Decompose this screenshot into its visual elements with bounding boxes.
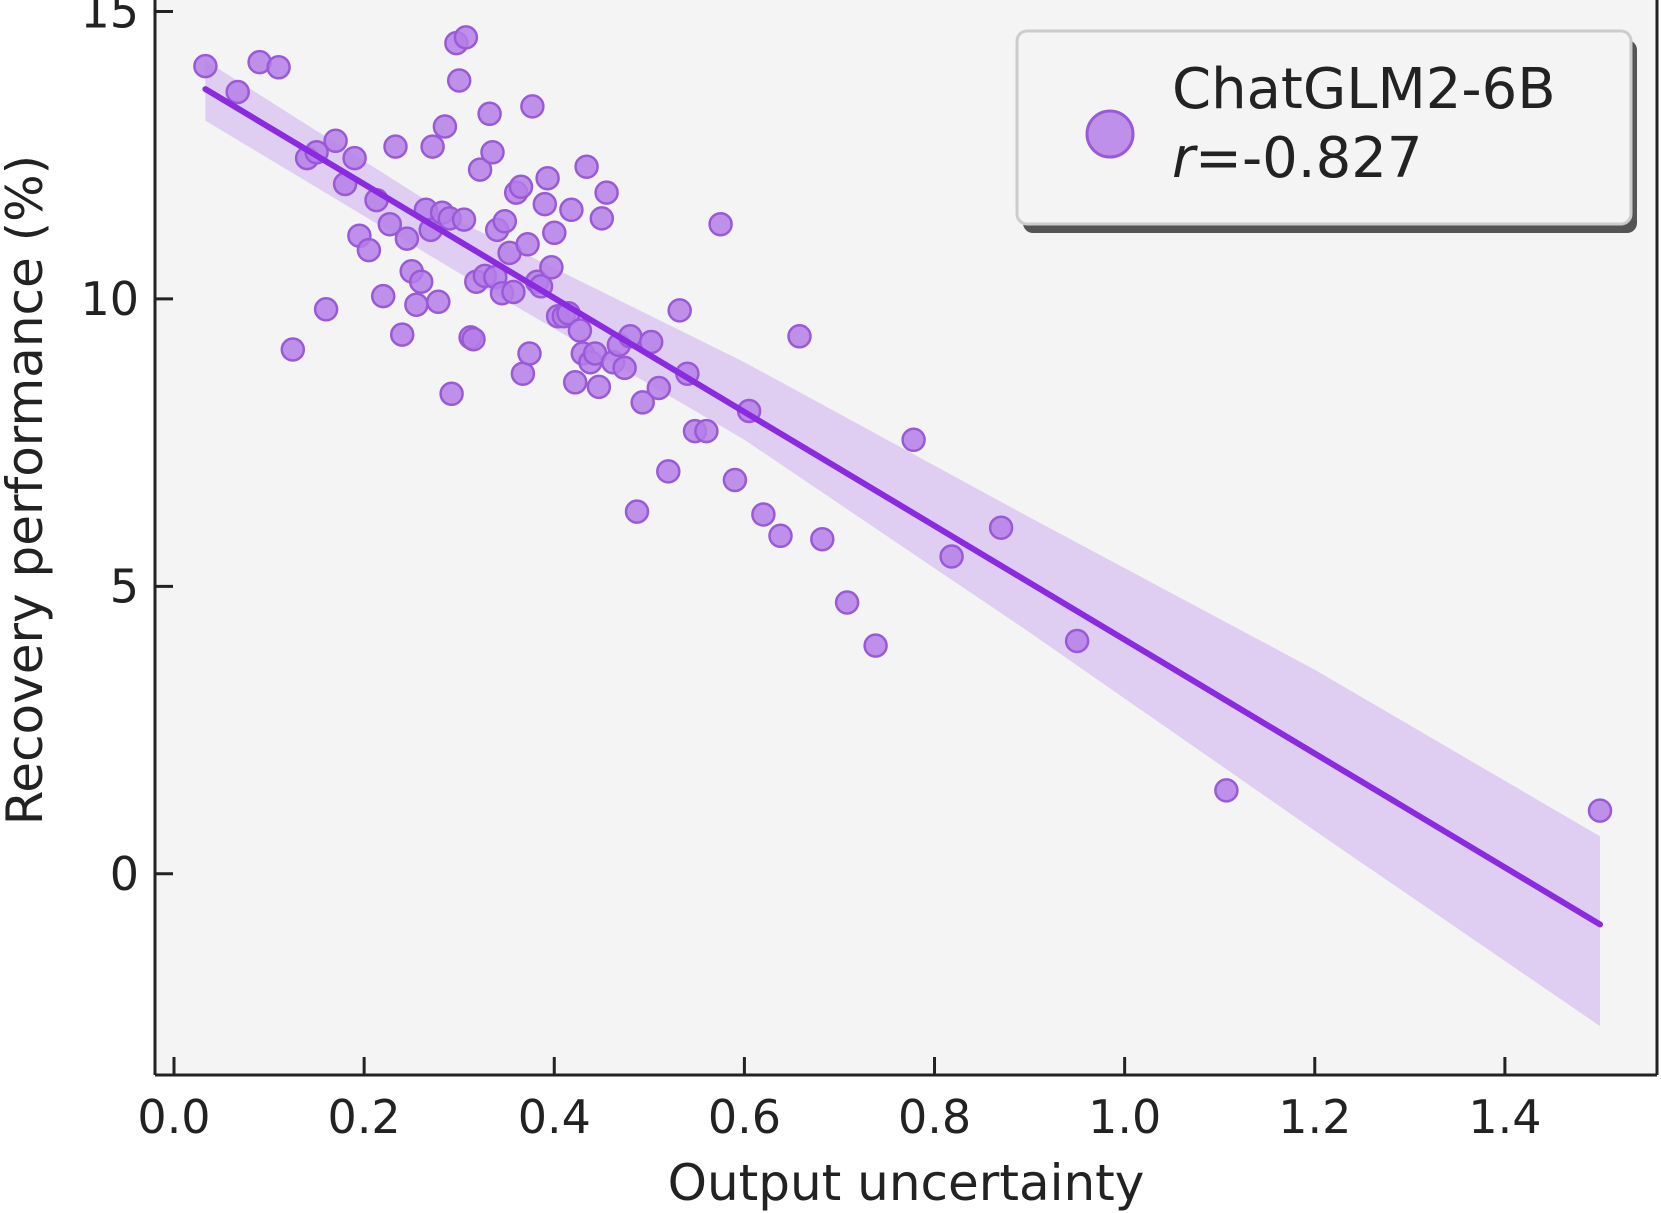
data-point [492, 209, 518, 234]
data-point [394, 226, 420, 251]
y-tick-label: 15 [80, 0, 139, 38]
legend-r-symbol: r [1172, 126, 1198, 191]
x-tick-label: 0.8 [898, 1090, 971, 1144]
x-axis-label: Output uncertainty [668, 1154, 1145, 1212]
data-point [559, 197, 584, 223]
data-point [863, 633, 888, 658]
data-point [193, 53, 218, 79]
data-point [574, 154, 599, 179]
data-point [535, 165, 560, 191]
data-point [630, 390, 655, 415]
data-point [501, 279, 526, 305]
data-point [594, 180, 619, 205]
data-point [589, 206, 615, 231]
data-point [646, 375, 672, 401]
data-point [612, 355, 637, 381]
data-point [453, 25, 479, 50]
x-tick-label: 1.0 [1088, 1090, 1161, 1144]
data-point [567, 318, 593, 343]
data-point [542, 220, 567, 246]
data-point [342, 145, 367, 171]
data-point [515, 232, 540, 257]
data-point [562, 370, 588, 395]
data-point [420, 134, 445, 159]
y-ticks-layer: 0 5 10 15 [80, 0, 173, 901]
data-point [426, 289, 451, 315]
data-point [939, 544, 964, 569]
data-point [510, 361, 536, 386]
data-point [1214, 778, 1239, 803]
x-tick-label: 1.4 [1468, 1090, 1541, 1144]
data-point [383, 134, 408, 159]
data-point [432, 114, 458, 139]
data-point [539, 255, 564, 280]
y-tick-label: 10 [80, 272, 139, 326]
data-point [656, 459, 681, 484]
data-point [439, 381, 464, 407]
legend: ChatGLM2-6B r=-0.827 [1015, 29, 1637, 233]
data-point [477, 101, 502, 127]
data-point [480, 140, 505, 165]
data-point [722, 467, 748, 493]
y-tick-label: 0 [110, 847, 139, 901]
data-point [810, 526, 835, 552]
data-point [370, 283, 396, 309]
legend-series-name: ChatGLM2-6B [1172, 57, 1556, 122]
data-point [694, 418, 719, 444]
data-point [787, 324, 812, 349]
data-point [446, 68, 472, 93]
data-point [461, 326, 486, 352]
data-point [520, 94, 545, 119]
regression-line [202, 86, 1603, 928]
data-point [280, 337, 306, 362]
data-point [532, 191, 558, 217]
data-point [988, 515, 1014, 540]
confidence-band-layer [205, 60, 1600, 1027]
x-tick-label: 0.0 [137, 1090, 210, 1144]
legend-marker [1085, 109, 1135, 159]
axes-layer [153, 0, 1659, 1077]
data-point [451, 207, 477, 232]
x-tick-label: 1.2 [1278, 1090, 1351, 1144]
legend-correlation: r=-0.827 [1172, 126, 1422, 191]
data-point [377, 211, 403, 237]
data-point [323, 128, 348, 154]
data-point [1064, 628, 1090, 654]
x-tick-label: 0.2 [328, 1090, 401, 1144]
x-ticks-layer: 0.0 0.2 0.4 0.6 0.8 1.0 1.2 1.4 [137, 1057, 1541, 1144]
data-point [389, 322, 415, 347]
data-point [586, 374, 612, 400]
y-tick-label: 5 [110, 559, 139, 613]
regression-line-layer [202, 86, 1603, 928]
data-point [624, 499, 650, 524]
data-point [408, 269, 434, 294]
confidence-band [205, 60, 1600, 1027]
data-points-layer [193, 25, 1613, 823]
data-point [768, 523, 793, 549]
x-tick-label: 0.6 [708, 1090, 781, 1144]
data-point [517, 341, 542, 366]
data-point [1587, 798, 1613, 823]
data-point [356, 237, 382, 263]
data-point [508, 174, 534, 200]
y-axis-label: Recovery performance (%) [0, 155, 54, 825]
data-point [313, 297, 339, 322]
data-point [751, 502, 776, 527]
data-point [901, 427, 926, 453]
data-point [404, 292, 429, 317]
data-point [225, 79, 250, 105]
data-point [467, 157, 493, 182]
data-point [834, 590, 860, 615]
data-point [708, 211, 733, 237]
x-tick-label: 0.4 [518, 1090, 591, 1144]
legend-box [1015, 29, 1633, 226]
data-point [667, 298, 692, 323]
data-point [266, 55, 291, 80]
legend-r-value: =-0.827 [1195, 126, 1422, 191]
